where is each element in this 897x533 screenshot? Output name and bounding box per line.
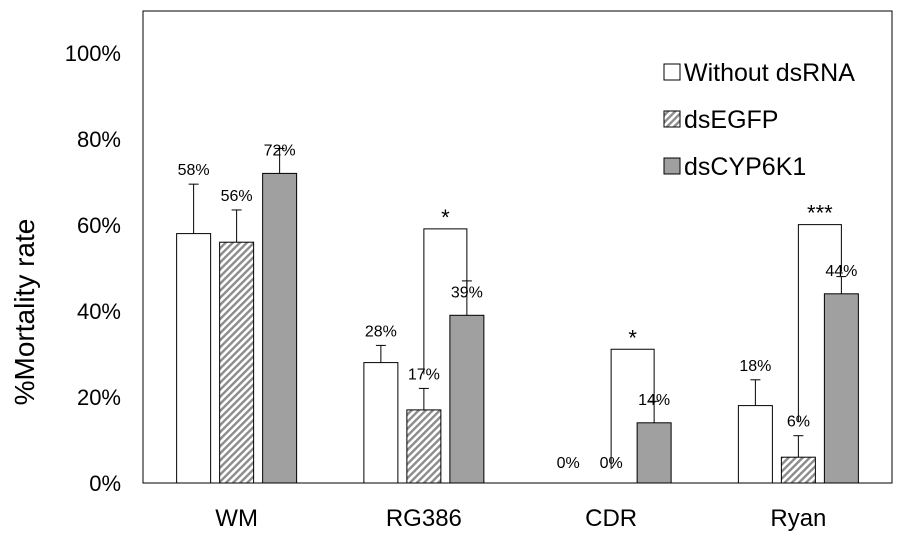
- error-bars: [188, 147, 847, 458]
- x-category-label: RG386: [386, 505, 462, 532]
- legend: Without dsRNA dsEGFP dsCYP6K1: [663, 59, 855, 181]
- y-tick-label: 0%: [89, 471, 121, 496]
- legend-swatch: [663, 157, 681, 175]
- bar: [219, 241, 255, 484]
- bar: [406, 409, 442, 484]
- legend-label: dsCYP6K1: [684, 153, 806, 181]
- data-label: 17%: [408, 366, 440, 383]
- data-labels: 58%28%0%18%56%17%0%6%72%39%14%44%: [178, 142, 858, 472]
- x-category-label: CDR: [585, 505, 637, 532]
- data-label: 0%: [557, 455, 580, 472]
- legend-label: dsEGFP: [684, 106, 778, 134]
- data-label: 56%: [221, 188, 253, 205]
- legend-swatch: [663, 110, 681, 128]
- data-label: 18%: [739, 358, 771, 375]
- significance-label: *: [628, 325, 637, 350]
- legend-swatch: [663, 63, 681, 81]
- y-tick-label: 20%: [77, 385, 121, 410]
- significance-bracket: [610, 348, 655, 469]
- data-label: 72%: [264, 142, 296, 159]
- y-axis-label: %Mortality rate: [9, 219, 40, 406]
- x-axis-categories: WM RG386 CDR Ryan: [215, 505, 826, 532]
- significance-label: *: [441, 205, 450, 230]
- bar: [636, 422, 672, 484]
- bar: [780, 456, 816, 484]
- significance-bracket: [423, 228, 468, 375]
- bar-series: [176, 172, 859, 484]
- plot-frame: [142, 10, 893, 484]
- y-axis-ticks: 0% 20% 40% 60% 80% 100%: [65, 41, 121, 496]
- y-tick-label: 40%: [77, 299, 121, 324]
- legend-label: Without dsRNA: [684, 59, 855, 87]
- y-tick-label: 100%: [65, 41, 121, 66]
- significance-bracket: [797, 224, 842, 422]
- y-tick-label: 60%: [77, 213, 121, 238]
- data-label: 6%: [787, 414, 810, 431]
- bar: [737, 405, 773, 484]
- x-category-label: Ryan: [770, 505, 826, 532]
- significance-label: ***: [807, 201, 833, 226]
- bar: [449, 314, 485, 484]
- significance-markers: *****: [423, 201, 842, 469]
- bar: [363, 362, 399, 484]
- bar: [823, 293, 859, 484]
- bar: [262, 172, 298, 484]
- y-tick-label: 80%: [77, 127, 121, 152]
- data-label: 58%: [178, 162, 210, 179]
- data-label: 28%: [365, 323, 397, 340]
- bar: [176, 233, 212, 484]
- x-category-label: WM: [215, 505, 258, 532]
